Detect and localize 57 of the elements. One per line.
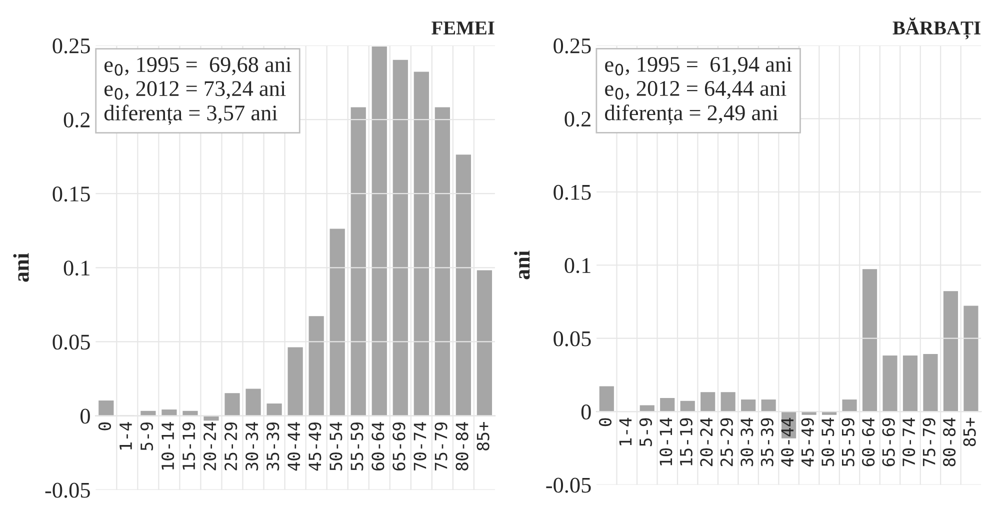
x-tick-label: 1-4 xyxy=(120,422,132,450)
x-tick-label: 20-24 xyxy=(204,422,216,470)
x-tick-label: 35-39 xyxy=(266,422,280,470)
y-tick-label: 0.15 xyxy=(52,186,90,202)
x-tick-label: 60-64 xyxy=(372,422,384,470)
x-tick-label: 55-59 xyxy=(350,422,364,470)
x-tick-label: 25-29 xyxy=(720,418,733,466)
x-tick-label: 75-79 xyxy=(922,418,936,466)
x-tick-label: 1-4 xyxy=(619,418,632,446)
x-tick-label: 70-74 xyxy=(414,422,426,470)
y-axis-title: ani xyxy=(514,250,530,280)
x-tick-label: 60-64 xyxy=(862,418,875,466)
x-tick-label: 75-79 xyxy=(434,422,448,470)
x-tick-label: 70-74 xyxy=(902,418,916,466)
chart-title: BĂRBAȚI xyxy=(892,18,980,40)
x-tick-label: 40-44 xyxy=(288,422,300,471)
y-tick-label: -0.05 xyxy=(45,482,90,498)
x-tick-label: 15-19 xyxy=(182,422,196,470)
x-tick-label: 45-49 xyxy=(308,422,322,471)
y-tick-label: 0 xyxy=(581,404,591,420)
x-tick-label: 15-19 xyxy=(680,418,692,466)
chart-title: FEMEI xyxy=(432,22,494,34)
x-tick-label: 30-34 xyxy=(740,418,754,466)
x-tick-label: 45-49 xyxy=(801,418,814,466)
x-tick-label: 65-69 xyxy=(392,422,406,470)
y-tick-label: -0.05 xyxy=(546,478,591,493)
x-tick-label: 55-59 xyxy=(842,418,854,466)
y-tick-label: 0.25 xyxy=(554,38,591,54)
x-tick-label: 30-34 xyxy=(246,422,258,470)
y-tick-label: 0.15 xyxy=(554,184,591,200)
y-axis-title: ani xyxy=(13,253,29,282)
x-tick-label: 10-14 xyxy=(660,418,672,466)
x-tick-label: 80-84 xyxy=(942,418,956,466)
x-tick-label: 5-9 xyxy=(639,418,652,446)
x-tick-label: 80-84 xyxy=(456,422,468,470)
x-tick-label: 0 xyxy=(98,422,112,430)
x-tick-label: 40-44 xyxy=(781,418,794,466)
annotation: e$_{0}$, 1995 = 69,68 ani e$_{0}$, 2012 = 73,24 ani diferența = 3,57 ani xyxy=(104,57,292,126)
y-tick-label: 0.05 xyxy=(554,331,591,346)
x-tick-label: 85+ xyxy=(476,422,490,450)
x-tick-label: 50-54 xyxy=(330,422,342,470)
x-tick-label: 10-14 xyxy=(161,422,174,470)
y-tick-label: 0.05 xyxy=(52,334,90,350)
y-tick-label: 0.1 xyxy=(64,260,90,276)
y-tick-label: 0.1 xyxy=(564,258,590,274)
y-tick-label: 0.2 xyxy=(564,112,590,127)
x-tick-label: 85+ xyxy=(963,418,976,446)
x-tick-label: 20-24 xyxy=(700,418,713,466)
annotation: e$_{0}$, 1995 = 61,94 ani e$_{0}$, 2012 = 64,44 ani diferența = 2,49 ani xyxy=(605,56,792,125)
x-tick-label: 5-9 xyxy=(140,422,154,450)
y-tick-label: 0.2 xyxy=(64,112,90,128)
x-tick-label: 25-29 xyxy=(224,422,238,470)
x-tick-label: 65-69 xyxy=(882,418,895,466)
x-tick-label: 35-39 xyxy=(760,418,774,466)
y-tick-label: 0.25 xyxy=(52,38,90,54)
x-tick-label: 50-54 xyxy=(822,418,834,466)
x-tick-label: 0 xyxy=(598,418,612,426)
